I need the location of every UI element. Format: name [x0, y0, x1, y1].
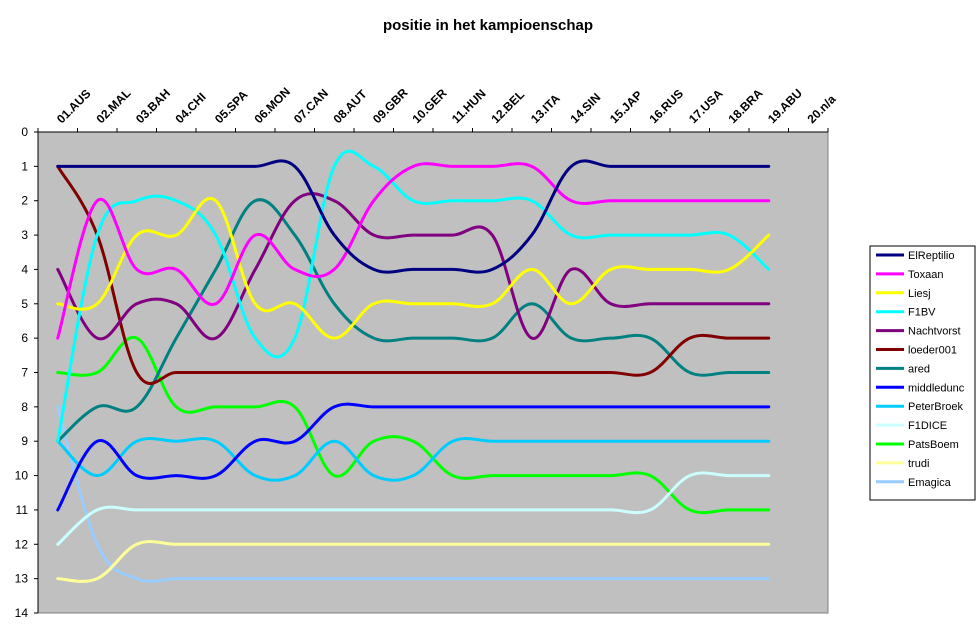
x-tick-label: 14.SIN — [567, 90, 603, 126]
y-tick-label: 5 — [21, 297, 28, 311]
y-tick-label: 8 — [21, 400, 28, 414]
legend-label: ared — [908, 363, 930, 375]
legend-label: Nachtvorst — [908, 326, 961, 338]
series-line-f1bv — [56, 149, 771, 443]
y-tick-label: 7 — [21, 366, 28, 380]
y-tick-label: 1 — [21, 159, 28, 173]
series-lines — [56, 149, 771, 583]
x-tick-label: 05.SPA — [212, 87, 251, 126]
x-tick-label: 16.RUS — [646, 87, 686, 127]
legend-label: PatsBoem — [908, 439, 959, 451]
y-tick-label: 11 — [16, 503, 29, 517]
legend-item-emagica: Emagica — [876, 477, 952, 489]
legend-item-middledunc: middledunc — [876, 382, 965, 394]
y-tick-label: 2 — [21, 194, 28, 208]
y-tick-label: 0 — [21, 125, 28, 139]
legend-label: F1DICE — [908, 420, 947, 432]
x-tick-label: 11.HUN — [449, 87, 489, 127]
legend-item-f1dice: F1DICE — [876, 420, 947, 432]
legend-item-f1bv: F1BV — [876, 307, 936, 319]
x-tick-label: 09.GBR — [370, 85, 411, 126]
x-tick-label: 07.CAN — [291, 86, 331, 126]
x-tick-label: 12.BEL — [488, 87, 527, 126]
legend-label: ElReptilio — [908, 250, 954, 262]
x-tick-label: 17.USA — [686, 86, 726, 126]
legend-item-patsboem: PatsBoem — [876, 439, 959, 451]
x-tick-label: 06.MON — [251, 85, 292, 126]
legend-label: trudi — [908, 458, 929, 470]
series-line-emagica — [56, 405, 771, 583]
x-tick-label: 18.BRA — [725, 86, 765, 126]
legend-label: Liesj — [908, 288, 931, 300]
legend-item-elreptilio: ElReptilio — [876, 250, 954, 262]
y-tick-label: 6 — [21, 331, 28, 345]
series-line-loeder001 — [56, 164, 771, 385]
legend-item-trudi: trudi — [876, 458, 929, 470]
legend-label: Toxaan — [908, 269, 943, 281]
x-tick-label: 08.AUT — [330, 87, 370, 127]
series-line-ared — [56, 198, 771, 443]
series-line-peterbroek — [56, 436, 771, 482]
legend: ElReptilio Toxaan Liesj F1BV Nachtvorst loede… — [869, 245, 976, 501]
legend-item-ared: ared — [876, 363, 930, 375]
y-tick-label: 3 — [21, 228, 28, 242]
y-tick-label: 13 — [15, 572, 29, 586]
y-tick-label: 12 — [15, 537, 29, 551]
x-tick-label: 13.ITA — [528, 91, 563, 126]
series-line-elreptilio — [56, 159, 771, 274]
legend-item-toxaan: Toxaan — [876, 269, 943, 281]
series-line-toxaan — [56, 162, 771, 340]
y-tick-label: 14 — [15, 606, 29, 620]
legend-label: loeder001 — [908, 345, 957, 357]
y-tick-label: 4 — [21, 262, 28, 276]
legend-box — [869, 245, 976, 501]
chart-title: positie in het kampioenschap — [383, 17, 593, 34]
x-tick-label: 20.n/a — [804, 92, 838, 126]
legend-label: PeterBroek — [908, 401, 964, 413]
x-axis: 01.AUS 02.MAL 03.BAH 04.CHI 05.SPA 06.MON07.C… — [37, 85, 839, 133]
y-tick-label: 10 — [15, 469, 29, 483]
x-tick-label: 19.ABU — [765, 86, 805, 126]
legend-item-loeder001: loeder001 — [876, 345, 957, 357]
y-tick-label: 9 — [21, 434, 28, 448]
x-tick-label: 01.AUS — [54, 87, 94, 127]
legend-item-nachtvorst: Nachtvorst — [876, 326, 961, 338]
x-tick-label: 02.MAL — [93, 86, 133, 126]
x-tick-label: 03.BAH — [133, 86, 173, 126]
series-line-liesj — [56, 196, 771, 340]
series-line-trudi — [56, 540, 771, 583]
legend-label: middledunc — [908, 382, 965, 394]
legend-item-liesj: Liesj — [876, 288, 931, 300]
series-line-middledunc — [56, 402, 771, 512]
legend-label: F1BV — [908, 307, 936, 319]
series-line-f1dice — [56, 471, 771, 546]
x-tick-label: 10.GER — [409, 86, 449, 126]
series-line-nachtvorst — [56, 192, 771, 341]
legend-label: Emagica — [908, 477, 952, 489]
series-line-patsboem — [56, 336, 771, 515]
x-tick-label: 04.CHI — [172, 90, 208, 126]
x-tick-label: 15.JAP — [607, 88, 645, 126]
legend-item-peterbroek: PeterBroek — [876, 401, 964, 413]
